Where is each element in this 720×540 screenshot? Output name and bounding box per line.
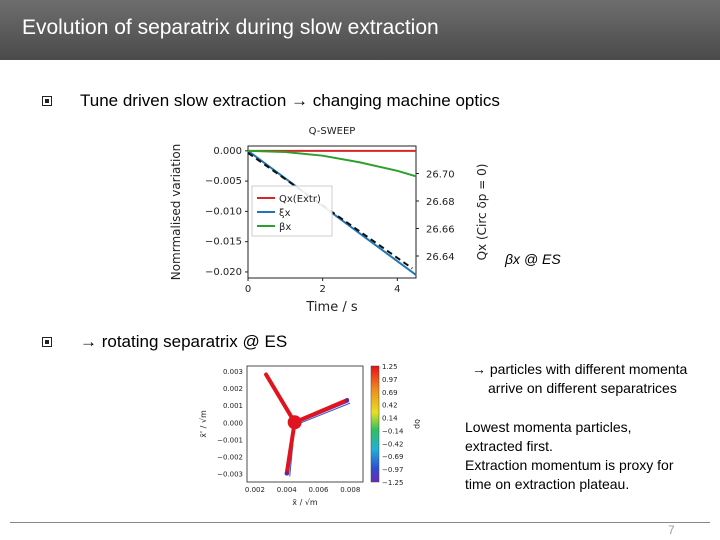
colorbar-tick-label: 0.14 — [382, 415, 398, 423]
separatrix-arm — [292, 398, 350, 425]
particle-marker — [345, 398, 350, 403]
colorbar-tick-label: −0.42 — [382, 440, 403, 448]
separatrix-arm — [264, 372, 297, 425]
y-axis-label: Nomrmalised variation — [169, 144, 183, 281]
legend-entry: ξx — [279, 208, 291, 219]
particle-marker — [284, 471, 289, 476]
colorbar-tick-label: −0.14 — [382, 427, 404, 435]
y-tick-label: −0.020 — [205, 267, 242, 278]
beta-at-es-note: βx @ ES — [505, 251, 561, 267]
separatrix-chart: 0.0030.0020.0010.000−0.001−0.002−0.0030.… — [199, 363, 420, 507]
separatrix-arm-low-momentum — [294, 402, 351, 426]
colorbar-tick-label: −0.97 — [382, 466, 403, 474]
legend: Qx(Extr) ξx βx — [251, 185, 333, 237]
y-tick-label: −0.002 — [217, 453, 243, 461]
lowest-note-line: Extraction momentum is proxy for — [465, 457, 674, 473]
y-tick-label: 0.001 — [223, 402, 243, 410]
colorbar-tick-label: −1.25 — [382, 479, 403, 487]
page-number: 7 — [668, 523, 675, 537]
y-tick-label: 0.000 — [213, 146, 242, 157]
y-tick-label: 0.003 — [223, 368, 243, 376]
separatrix-arm — [284, 420, 297, 476]
y2-tick-label: 26.68 — [426, 197, 455, 208]
x-tick-label: 0 — [245, 284, 251, 295]
y-tick-label: 0.002 — [223, 385, 243, 393]
x-tick-label: 0.006 — [308, 486, 329, 494]
series-line-x — [247, 149, 417, 178]
y2-tick-label: 26.66 — [426, 225, 455, 236]
particles-note: → particles with different momenta arriv… — [472, 360, 687, 398]
square-bullet-icon — [42, 96, 52, 106]
colorbar-label: δp — [413, 419, 420, 429]
y-tick-label: −0.005 — [205, 176, 242, 187]
colorbar-tick-label: −0.69 — [382, 453, 403, 461]
x-axis-label: x̄ / √m — [292, 498, 318, 507]
y2-tick-label: 26.64 — [426, 252, 455, 263]
colorbar-tick-label: 0.42 — [382, 402, 398, 410]
title-bar: Evolution of separatrix during slow extr… — [0, 0, 720, 60]
square-bullet-icon — [42, 337, 52, 347]
y-axis-label: x̄' / √m — [199, 410, 208, 438]
y-tick-label: −0.015 — [205, 237, 242, 248]
lowest-note-line: time on extraction plateau. — [465, 476, 630, 492]
colorbar-tick-label: 0.97 — [382, 376, 398, 384]
plot-frame — [247, 145, 417, 279]
x-tick-label: 2 — [319, 284, 325, 295]
bullet-text: Tune driven slow extraction → changing m… — [80, 91, 500, 110]
legend-entry: βx — [279, 222, 291, 233]
colorbar-tick-label: 0.69 — [382, 389, 398, 397]
x-axis-label: Time / s — [305, 300, 357, 315]
y2-tick-label: 26.70 — [426, 170, 455, 181]
y-tick-label: −0.001 — [217, 436, 243, 444]
slide-title: Evolution of separatrix during slow extr… — [22, 16, 439, 39]
colorbar — [370, 365, 380, 483]
bullet-text: → rotating separatrix @ ES — [80, 332, 288, 351]
chart-title: Q-SWEEP — [309, 126, 356, 137]
x-tick-label: 0.004 — [277, 486, 298, 494]
lowest-note-line: extracted first. — [465, 438, 553, 454]
legend-entry: Qx(Extr) — [279, 194, 321, 205]
colorbar-tick-label: 1.25 — [382, 363, 398, 371]
lowest-momenta-note: Lowest momenta particles, extracted firs… — [465, 418, 674, 494]
bullet-tune-driven: Tune driven slow extraction → changing m… — [42, 91, 500, 111]
y-tick-label: −0.010 — [205, 206, 242, 217]
y-tick-label: 0.000 — [223, 419, 243, 427]
y-tick-label: −0.003 — [217, 470, 243, 478]
x-tick-label: 4 — [394, 284, 400, 295]
particles-note-line: → particles with different momenta — [472, 361, 688, 377]
lowest-note-line: Lowest momenta particles, — [465, 419, 632, 435]
x-tick-label: 0.008 — [340, 486, 360, 494]
particles-note-line: arrive on different separatrices — [488, 380, 677, 396]
y2-axis-label: Qx (Circ δp = 0) — [475, 164, 489, 261]
bullet-rotating-separatrix: → rotating separatrix @ ES — [42, 332, 287, 352]
footer-divider — [10, 522, 710, 523]
plot-frame — [246, 365, 364, 483]
separatrix-core — [287, 415, 302, 430]
x-tick-label: 0.002 — [245, 486, 265, 494]
